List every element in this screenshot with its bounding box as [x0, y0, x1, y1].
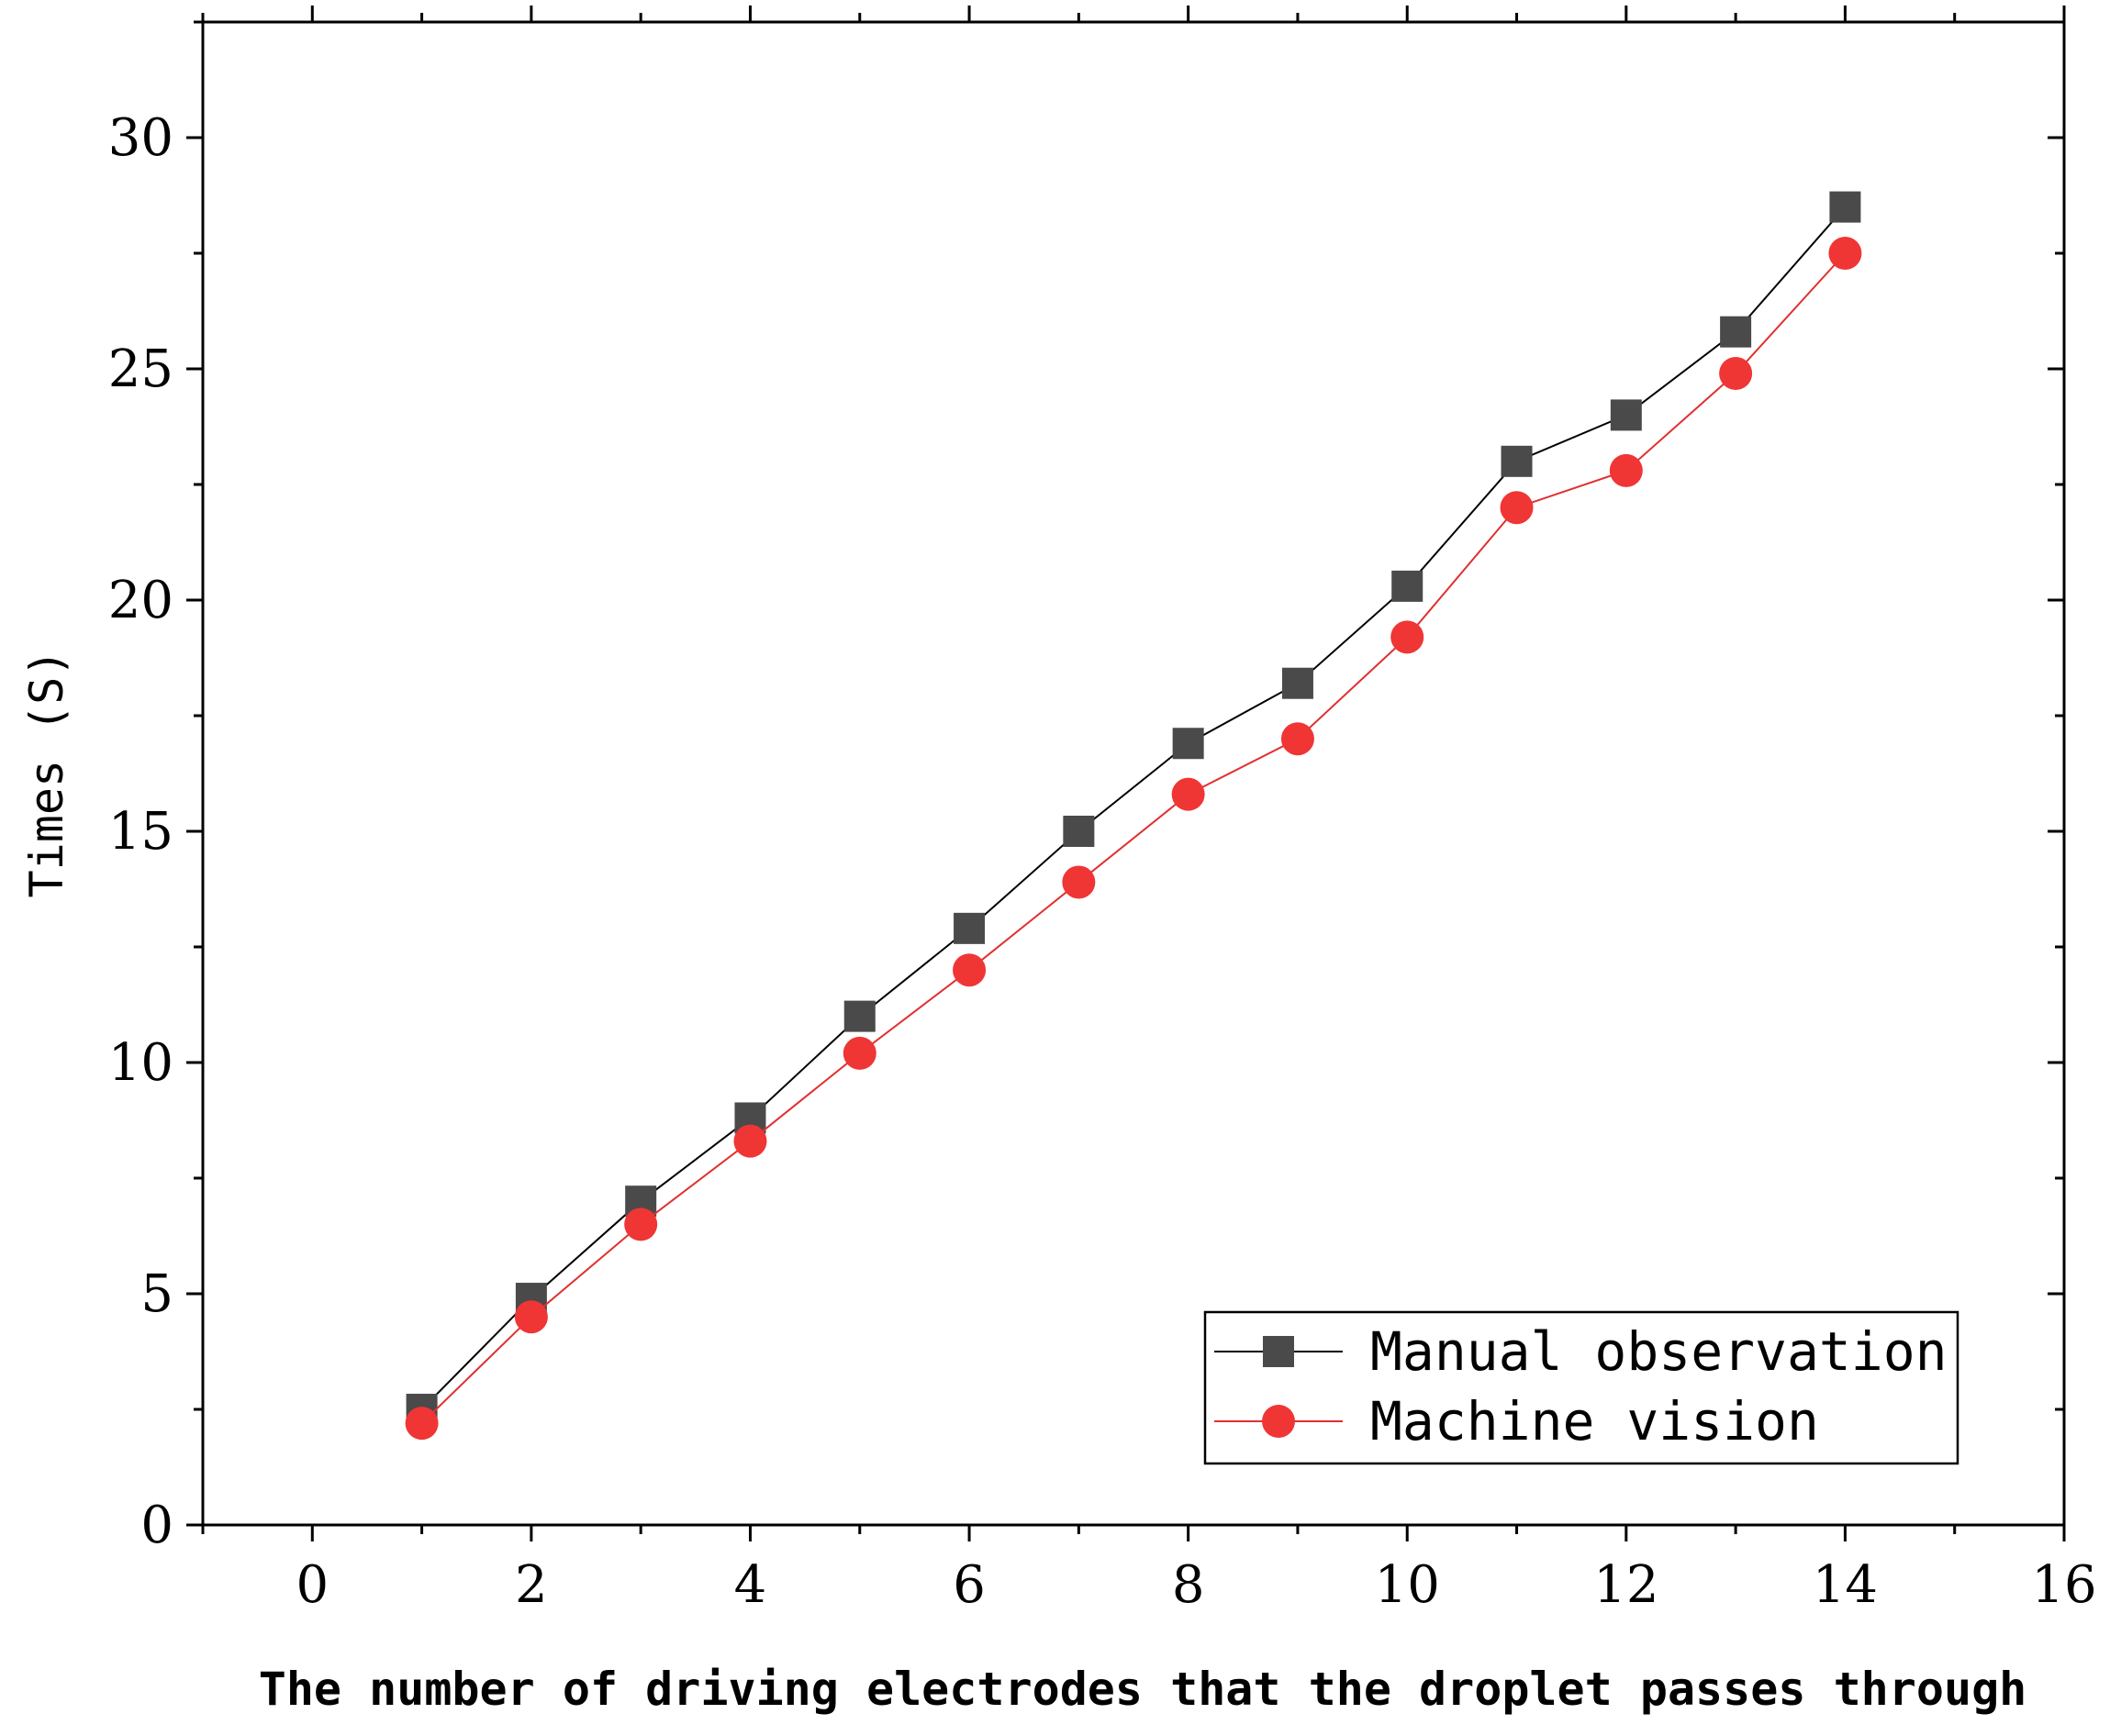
x-axis-title: The number of driving electrodes that th… [259, 1663, 2027, 1716]
y-tick-label: 0 [140, 1496, 173, 1555]
series-2-point [1609, 453, 1643, 487]
series-2-point [1500, 491, 1534, 525]
legend-marker-2 [1262, 1405, 1295, 1438]
series-line-1 [420, 206, 1847, 1410]
legend-label-1: Manual observation [1370, 1320, 1948, 1383]
series-1-point [1610, 399, 1642, 431]
series-1-point [1829, 191, 1861, 223]
series-1-point [1720, 316, 1752, 348]
x-tick-label: 12 [1593, 1555, 1658, 1615]
legend-box [1203, 1310, 1959, 1465]
y-axis-title: Times (S) [20, 650, 73, 898]
series-2-point [953, 953, 987, 987]
series-1-point [1281, 667, 1313, 699]
series-line-2 [420, 252, 1847, 1424]
legend-label-2: Machine vision [1370, 1390, 1819, 1452]
series-2-point [1828, 237, 1862, 270]
series-1-point [954, 912, 986, 944]
axes: 0 2 4 6 8 10 12 14 16 0 5 10 15 20 25 30 The number of d… [20, 6, 2097, 1716]
series-1-point [1391, 570, 1423, 602]
y-tick-label: 20 [108, 571, 173, 630]
x-tick-label: 0 [296, 1555, 329, 1615]
x-tick-label: 10 [1375, 1555, 1440, 1615]
y-tick-label: 30 [108, 108, 173, 168]
x-tick-label: 14 [1813, 1555, 1878, 1615]
series-2-point [405, 1407, 439, 1441]
x-tick-label: 6 [953, 1555, 986, 1615]
x-tick-label: 4 [734, 1555, 767, 1615]
series-2-point [843, 1036, 876, 1070]
series-2-point [733, 1124, 767, 1158]
y-tick-label: 5 [140, 1264, 173, 1324]
x-tick-label: 8 [1172, 1555, 1205, 1615]
series-1-point [843, 1000, 876, 1032]
y-tick-label: 15 [108, 802, 173, 862]
series-1-point [1172, 728, 1204, 760]
x-tick-label: 16 [2031, 1555, 2096, 1615]
series-2-point [1062, 865, 1096, 899]
series-2-point [1171, 777, 1205, 811]
series-layer [405, 191, 1862, 1441]
series-2-point [514, 1300, 548, 1334]
legend: Manual observation Machine vision [1203, 1310, 1959, 1465]
series-2-point [1280, 722, 1314, 756]
series-2-point [1390, 620, 1424, 654]
series-1-point [1501, 445, 1533, 477]
series-1-point [1063, 816, 1095, 847]
y-tick-label: 10 [108, 1033, 173, 1093]
series-2-point [1719, 357, 1753, 391]
legend-marker-1 [1263, 1336, 1294, 1367]
plot-frame [201, 20, 2066, 1527]
x-tick-label: 2 [515, 1555, 548, 1615]
series-2-point [624, 1207, 658, 1241]
y-tick-label: 25 [108, 339, 173, 399]
